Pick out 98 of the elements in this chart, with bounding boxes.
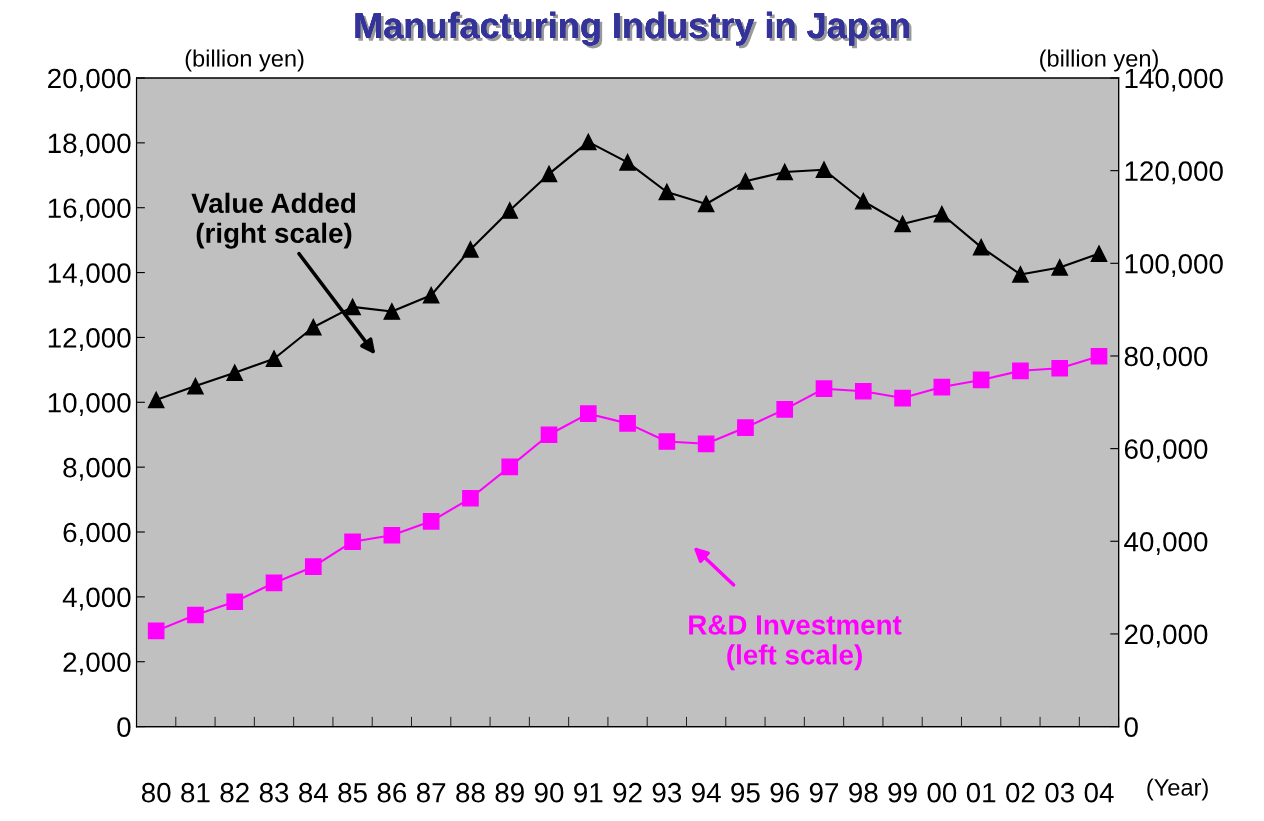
x-tick-label: 93 — [652, 782, 682, 803]
point — [737, 419, 754, 436]
point — [383, 303, 401, 320]
point — [619, 415, 636, 432]
point — [1012, 362, 1029, 380]
y2-tick-label: 40,000 — [1124, 531, 1208, 555]
point — [894, 389, 911, 407]
y-tick-label: 14,000 — [48, 263, 131, 287]
point — [1012, 266, 1029, 283]
point — [1090, 347, 1108, 365]
y2-tick-label: 120,000 — [1125, 161, 1223, 185]
point — [658, 433, 676, 450]
x-tick-label: 96 — [770, 782, 799, 803]
x-tick-label: 02 — [1006, 782, 1035, 803]
x-tick-label: 01 — [966, 782, 996, 803]
y-tick-label: 18,000 — [48, 133, 131, 157]
y-tick-label: 8,000 — [63, 457, 131, 481]
x-tick-label: 94 — [692, 782, 721, 803]
point — [1090, 245, 1108, 262]
x-tick-label: 89 — [495, 782, 524, 803]
point — [147, 391, 165, 409]
x-tick-label: 80 — [141, 782, 171, 803]
y-tick-label: 2,000 — [63, 652, 131, 676]
point — [894, 215, 911, 233]
y-tick-label: 16,000 — [48, 198, 131, 222]
point — [540, 426, 558, 444]
point — [697, 435, 715, 453]
point — [344, 298, 361, 316]
point — [501, 202, 519, 219]
point — [1051, 259, 1069, 276]
x-tick-label: 92 — [613, 782, 642, 803]
x-tick-label: 90 — [534, 782, 564, 803]
x-tick-label: 86 — [377, 782, 407, 803]
x-tick-label: 85 — [338, 782, 367, 803]
y2-tick-label: 80,000 — [1124, 346, 1208, 370]
y-tick-label: 0 — [117, 717, 131, 737]
point — [579, 133, 597, 151]
point — [658, 183, 676, 201]
y-axis-title: (billion yen) — [185, 49, 304, 72]
x-tick-label: 84 — [299, 782, 328, 803]
point — [344, 533, 361, 551]
point — [579, 405, 597, 422]
point — [226, 593, 244, 611]
point — [187, 377, 204, 395]
point — [462, 489, 479, 507]
y2-tick-label: 20,000 — [1124, 624, 1208, 648]
point — [697, 195, 715, 213]
point — [501, 458, 519, 476]
point — [854, 382, 872, 400]
y2-tick-label: 0 — [1124, 717, 1138, 737]
x-tick-label: 04 — [1084, 782, 1114, 803]
x-tick-label: 82 — [220, 782, 249, 803]
point — [383, 526, 401, 544]
y-tick-label: 20,000 — [48, 68, 131, 92]
y-tick-label: 6,000 — [63, 522, 131, 546]
y-tick-label: 10,000 — [48, 392, 131, 416]
point — [815, 380, 833, 398]
point — [422, 512, 440, 530]
y-tick-label: 12,000 — [48, 328, 131, 352]
x-axis-title: (Year) — [1147, 778, 1208, 801]
y-tick-label: 4,000 — [62, 587, 131, 611]
point — [540, 165, 558, 183]
point — [737, 172, 754, 190]
point — [304, 318, 322, 336]
y2-tick-label: 100,000 — [1125, 253, 1223, 277]
point — [776, 163, 794, 181]
x-tick-label: 88 — [456, 782, 485, 803]
point — [226, 364, 244, 381]
chart-title: Manufacturing Industry in Japan — [355, 11, 912, 49]
x-tick-label: 97 — [809, 782, 839, 803]
point — [265, 350, 283, 368]
x-tick-label: 91 — [574, 782, 603, 803]
point — [187, 606, 204, 624]
x-tick-label: 98 — [849, 782, 878, 803]
point — [815, 161, 833, 179]
point — [933, 205, 951, 223]
point — [462, 241, 479, 258]
x-tick-label: 03 — [1045, 782, 1074, 803]
x-tick-label: 87 — [416, 782, 446, 803]
point — [933, 378, 951, 396]
point — [265, 574, 283, 592]
point — [1051, 359, 1069, 377]
annotation: R&D Investment (left scale) — [689, 615, 902, 671]
annotation: Value Added (right scale) — [191, 192, 356, 249]
point — [776, 401, 794, 418]
point — [619, 153, 636, 171]
x-tick-label: 00 — [927, 782, 957, 803]
point — [972, 371, 990, 389]
point — [854, 192, 872, 210]
x-tick-label: 99 — [888, 782, 917, 803]
point — [304, 558, 322, 576]
y2-tick-label: 60,000 — [1124, 439, 1208, 463]
x-tick-label: 83 — [259, 782, 289, 803]
point — [972, 238, 990, 256]
point — [422, 286, 440, 304]
point — [147, 622, 165, 640]
x-tick-label: 95 — [731, 782, 760, 803]
x-tick-label: 81 — [181, 782, 210, 803]
